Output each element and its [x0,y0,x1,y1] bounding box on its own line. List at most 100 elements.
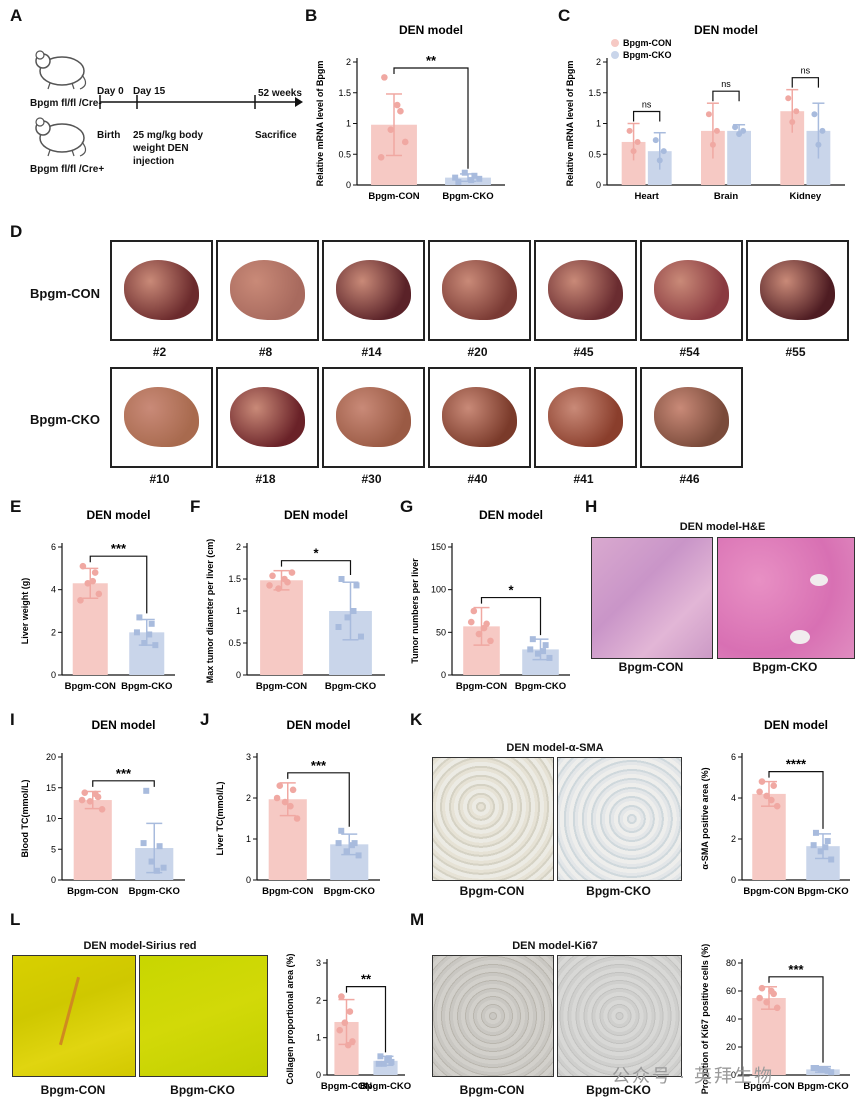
data-point [817,1066,824,1073]
x-tick-label: Bpgm-CON [256,681,307,692]
data-point [377,1053,384,1060]
y-tick-label: 1 [246,834,251,844]
data-point [98,805,106,813]
y-tick-label: 0 [51,875,56,885]
data-point [341,1019,349,1027]
significance-label: * [508,583,514,598]
data-point [634,138,641,145]
y-tick-label: 1 [346,119,351,129]
data-point [153,867,160,874]
liver-id-label: #2 [152,345,167,359]
sma-image-con [432,757,554,881]
data-point [350,608,357,614]
significance-bracket [287,772,350,827]
data-point [148,858,155,865]
liver-specimen [336,387,411,447]
y-tick-label: 50 [436,627,446,637]
injection-line1: 25 mg/kg body [133,130,204,141]
y-axis-label: α-SMA positive area (%) [700,767,710,869]
bar [621,141,646,185]
panel-letter-g: G [400,497,414,516]
y-tick-label: 0.5 [338,149,351,159]
liver-image [216,367,319,468]
y-axis-label: Propotion of Ki67 positive cells (%) [700,944,710,1095]
y-tick-label: 0 [731,1070,736,1080]
panel-letter-j: J [200,710,210,729]
legend-swatch [611,51,619,59]
chart-title: DEN model [694,23,758,37]
ki67-image-cko [557,955,682,1077]
data-point [811,111,818,118]
data-point [476,175,483,182]
data-point [91,569,99,576]
data-point [542,642,549,649]
liver-id-label: #40 [467,472,488,486]
data-point [461,169,468,176]
panel-l-img-title: DEN model-Sirius red [83,940,197,952]
data-point [546,654,553,661]
significance-bracket [791,77,820,88]
y-tick-label: 0 [51,670,56,680]
data-point [289,786,297,794]
x-tick-label: Kidney [789,191,821,202]
sma-image-cko [557,757,682,881]
panel-letter-a: A [10,6,23,25]
y-tick-label: 2 [236,542,241,552]
y-tick-label: 1 [236,606,241,616]
x-tick-label: Bpgm-CKO [324,886,375,897]
data-point [275,585,282,592]
liver-image [322,367,425,468]
y-tick-label: 6 [51,542,56,552]
data-point [152,642,159,649]
data-point [156,843,163,850]
data-point [266,582,273,589]
y-tick-label: 0 [236,670,241,680]
data-point [353,582,360,589]
y-tick-label: 0.5 [228,638,241,648]
data-point [540,648,547,655]
significance-bracket [632,110,661,122]
data-point [785,95,792,102]
chart-k: DEN model 0 2 4 6 α-SMA positive area (%) Bpgm… [700,718,850,897]
chart-i: DEN model 0 5 10 15 20 Blood TC(mmol/L) Bpgm-CO… [20,718,185,897]
data-point [77,597,84,604]
data-point [344,614,351,621]
liver-specimen [654,387,729,447]
liver-id-label: #8 [258,345,273,359]
data-point [338,576,345,582]
sirius-image-con [12,955,136,1077]
y-tick-label: 2 [51,627,56,637]
data-point [384,1057,391,1064]
data-point [355,852,362,859]
data-point [763,998,770,1006]
y-tick-label: 15 [46,783,56,793]
chart-m: 0 20 40 60 80 Propotion of Ki67 positive cell… [700,944,850,1095]
y-tick-label: 150 [431,542,446,552]
chart-title: DEN model [86,508,150,522]
data-point [377,154,385,161]
liver-specimen [124,387,199,447]
data-point [136,614,143,621]
data-point [335,840,342,847]
sirius-image-cko [139,955,268,1077]
data-point [824,838,831,845]
x-tick-label: Bpgm-CKO [129,886,180,897]
significance-bracket [712,90,740,102]
data-point [740,127,747,134]
he-caption-cko: Bpgm-CKO [752,660,818,674]
x-tick-label: Brain [714,191,738,202]
data-point [471,172,478,179]
chart-j: DEN model 0 1 2 3 Liver TC(mmol/L) Bpgm-CON Bpg… [215,718,380,897]
y-axis-label: Collagen proportional area (%) [285,953,295,1084]
data-point [344,1041,352,1049]
panel-k-img-title: DEN model-α-SMA [506,742,604,754]
y-tick-label: 60 [726,986,736,996]
data-point [160,864,167,871]
data-point [393,101,401,109]
liver-specimen [548,260,623,320]
data-point [281,575,288,583]
data-point [455,178,462,185]
liver-id-label: #14 [361,345,382,359]
birth-label: Birth [97,130,121,141]
ki67-caption-cko: Bpgm-CKO [586,1083,651,1097]
